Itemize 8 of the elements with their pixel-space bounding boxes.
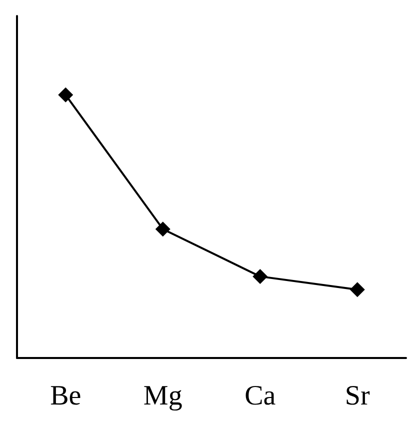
x-tick-label: Mg <box>143 380 182 412</box>
x-tick-label: Ca <box>244 380 276 412</box>
point <box>155 222 170 237</box>
point <box>350 282 365 298</box>
x-tick-label: Sr <box>344 380 370 412</box>
point <box>252 268 268 284</box>
point <box>58 87 74 102</box>
x-tick-label: Be <box>50 380 82 412</box>
